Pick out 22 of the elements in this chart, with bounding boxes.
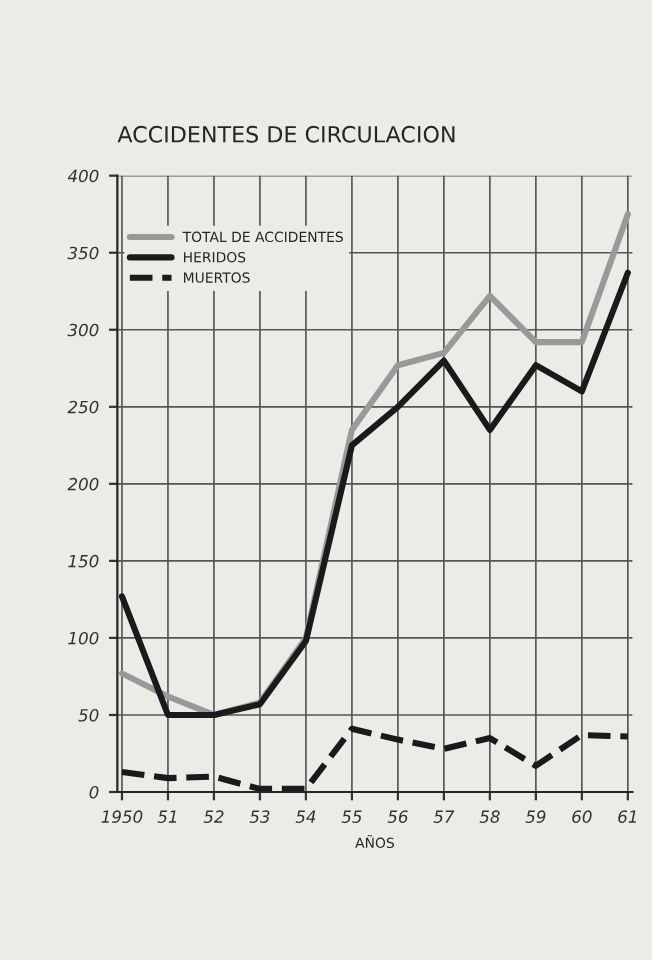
x-tick-label: 55 <box>341 810 362 823</box>
y-tick-label: 0 <box>89 785 99 799</box>
y-tick-label: 100 <box>68 631 99 645</box>
x-tick-label: 58 <box>479 810 500 823</box>
x-tick-label: 61 <box>618 810 636 823</box>
y-tick-label: 50 <box>78 708 99 722</box>
x-tick-label: 56 <box>387 810 408 823</box>
x-tick-label: 60 <box>572 810 592 823</box>
x-tick-label: 1950 <box>101 810 143 823</box>
chart-title: ACCIDENTES DE CIRCULACION <box>117 125 455 143</box>
x-tick-label: 59 <box>525 810 546 823</box>
y-tick-label: 150 <box>68 554 99 568</box>
x-tick-label: 54 <box>295 810 316 823</box>
x-tick-label: 51 <box>157 810 177 823</box>
x-tick-label: 52 <box>203 810 224 823</box>
y-tick-label: 200 <box>67 477 99 491</box>
y-tick-label: 300 <box>67 323 99 337</box>
x-tick-label: 53 <box>249 810 270 823</box>
y-tick-label: 250 <box>67 400 99 414</box>
x-tick-label: 57 <box>433 810 455 823</box>
y-tick-label: 350 <box>67 246 99 260</box>
y-tick-label: 400 <box>67 169 99 183</box>
